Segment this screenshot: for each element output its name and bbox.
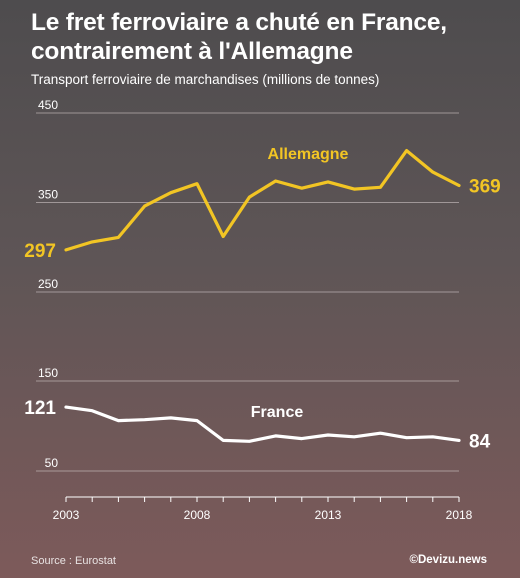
y-tick-label-450: 450 xyxy=(38,98,58,112)
chart-subtitle: Transport ferroviaire de marchandises (m… xyxy=(31,72,380,87)
y-tick-label-350: 350 xyxy=(38,188,58,202)
start-label-allemagne: 297 xyxy=(24,241,56,262)
start-label-france: 121 xyxy=(24,398,56,419)
x-tick-label-2018: 2018 xyxy=(446,508,473,522)
series-line-allemagne xyxy=(64,149,461,252)
grid-layer: 450 350 250 150 50 xyxy=(36,98,459,472)
series-name-allemagne: Allemagne xyxy=(268,146,349,163)
source-note: Source : Eurostat xyxy=(31,555,116,567)
x-tick-label-2013: 2013 xyxy=(315,508,342,522)
x-tick-label-2003: 2003 xyxy=(53,508,80,522)
end-label-allemagne: 369 xyxy=(469,176,501,197)
series-layer xyxy=(64,149,461,443)
chart-title: Le fret ferroviaire a chuté en France, c… xyxy=(31,9,447,65)
series-line-france xyxy=(64,405,461,443)
series-name-france: France xyxy=(251,404,304,421)
y-tick-label-150: 150 xyxy=(38,366,58,380)
x-axis: 2003 2008 2013 2018 xyxy=(53,496,473,522)
credit-logo: ©Devizu.news xyxy=(409,554,488,566)
y-tick-label-50: 50 xyxy=(45,456,59,470)
y-tick-label-250: 250 xyxy=(38,277,58,291)
label-layer: 297 369 121 84 Allemagne France xyxy=(24,146,500,452)
end-label-france: 84 xyxy=(469,431,491,452)
x-tick-label-2008: 2008 xyxy=(184,508,211,522)
